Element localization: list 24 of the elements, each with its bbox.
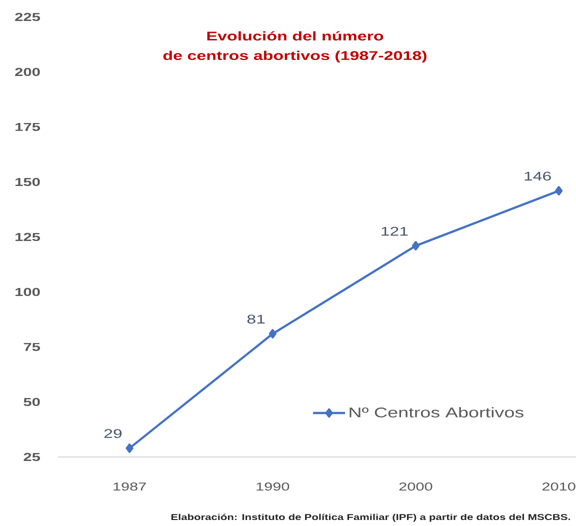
point	[268, 329, 276, 338]
x-tick-label: 1987	[114, 482, 146, 491]
y-tick-label: 150	[16, 178, 40, 186]
data-label: 121	[382, 226, 408, 236]
point	[412, 241, 420, 250]
y-tick-label: 225	[15, 12, 40, 22]
text: Evolución del número de centros abortivos (1987-2018)	[163, 31, 426, 63]
y-tick-label: 125	[16, 232, 40, 242]
x-tick-label: 2010	[542, 482, 576, 491]
y-tick-label: 50	[24, 398, 40, 406]
legend-label: Nº Centros Abortivos	[350, 407, 524, 418]
data-label: 146	[524, 172, 551, 181]
data-label: 81	[247, 314, 265, 324]
y-tick-label: 175	[16, 122, 40, 131]
x-tick-label: 1990	[256, 482, 290, 491]
point	[555, 186, 563, 196]
text: Elaboración: Instituto de Política Familiar (IPF) a partir de datos del MSCBS.	[171, 514, 570, 522]
data-label: 29	[104, 429, 122, 438]
y-tick-label: 100	[16, 288, 40, 296]
point	[126, 443, 134, 453]
y-tick-label: 25	[24, 452, 40, 462]
y-tick-label: 200	[15, 68, 40, 76]
x-tick-label: 2000	[399, 482, 432, 491]
y-tick-label: 75	[24, 342, 40, 351]
